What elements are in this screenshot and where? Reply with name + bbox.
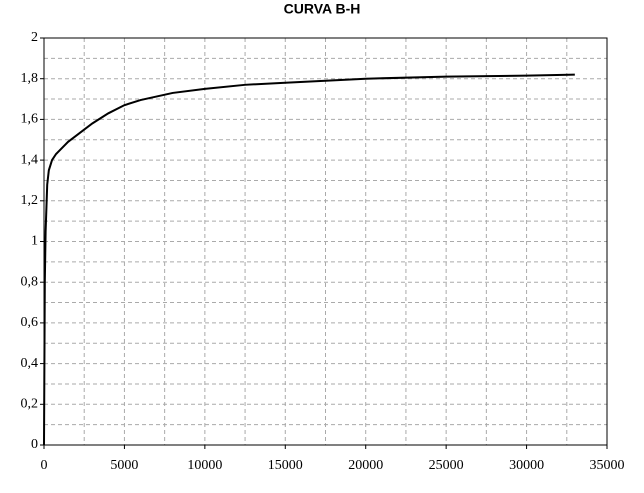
y-tick-label: 1,4 xyxy=(21,152,39,167)
x-tick-label: 10000 xyxy=(187,458,222,473)
x-tick-label: 20000 xyxy=(348,458,383,473)
y-tick-label: 2 xyxy=(31,30,38,45)
x-tick-label: 15000 xyxy=(268,458,303,473)
y-tick-label: 1 xyxy=(31,234,38,249)
y-tick-label: 0,6 xyxy=(21,315,39,330)
y-tick-label: 0,8 xyxy=(21,274,39,289)
x-tick-label: 5000 xyxy=(110,458,138,473)
data-line xyxy=(43,73,575,446)
y-tick-label: 0,4 xyxy=(21,356,39,371)
grid xyxy=(43,37,608,446)
y-tick-label: 0 xyxy=(31,437,38,452)
y-tick-label: 1,2 xyxy=(21,193,39,208)
y-tick-label: 1,6 xyxy=(21,112,39,127)
x-tick-label: 25000 xyxy=(429,458,464,473)
y-tick-label: 0,2 xyxy=(21,397,39,412)
x-tick-label: 0 xyxy=(41,458,48,473)
x-tick-label: 30000 xyxy=(509,458,544,473)
chart-title: CURVA B-H xyxy=(284,1,361,17)
y-tick-label: 1,8 xyxy=(21,71,39,86)
x-tick-label: 35000 xyxy=(590,458,625,473)
